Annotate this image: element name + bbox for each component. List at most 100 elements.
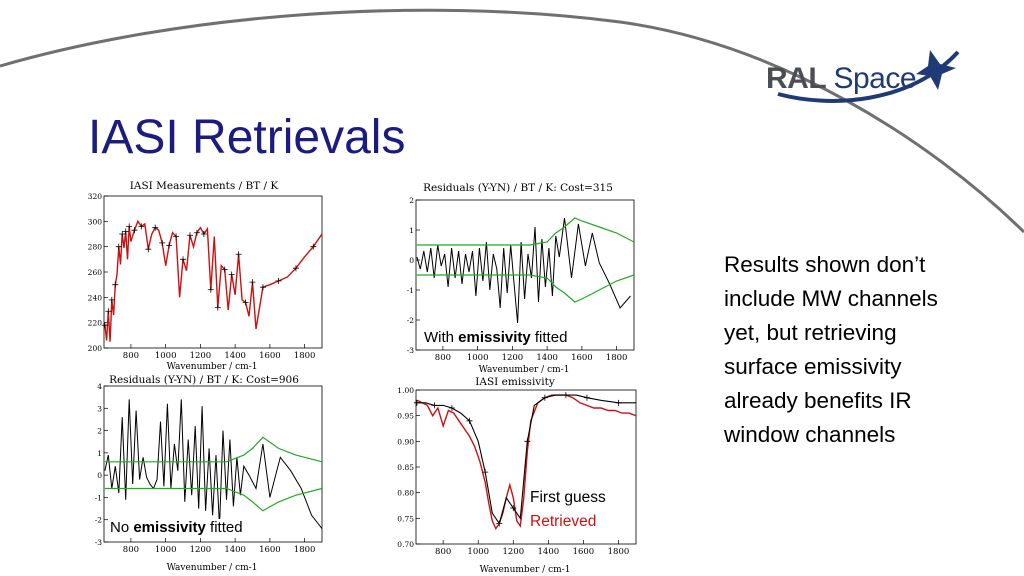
data-point [310, 243, 317, 250]
x-tick-label: 1000 [155, 545, 177, 555]
y-tick-label: 220 [88, 319, 103, 328]
x-tick-label: 800 [435, 547, 451, 557]
data-point [466, 417, 473, 424]
y-tick-label: -1 [407, 286, 414, 295]
data-point [235, 251, 242, 258]
data-point [562, 392, 569, 399]
data-point [145, 246, 152, 253]
y-tick-label: 2 [409, 196, 414, 205]
logo-word-space: Space [833, 62, 917, 95]
y-tick-label: -3 [407, 346, 415, 355]
x-tick-label: 1400 [538, 547, 560, 557]
plot-frame [103, 195, 323, 349]
logo-orbit-icon [777, 50, 960, 103]
plot-frame [103, 385, 323, 543]
data-point [159, 239, 166, 246]
y-tick-label: 240 [88, 293, 103, 302]
y-tick-label: -3 [95, 538, 103, 547]
data-point [166, 242, 173, 249]
chart-residuals-with: Residuals (Y-YN) / BT / K: Cost=315 800 1… [398, 180, 638, 376]
data-point [221, 266, 228, 273]
x-tick-label: 1600 [573, 547, 595, 557]
x-tick-label: 1600 [259, 351, 281, 361]
chart-title: Residuals (Y-YN) / BT / K: Cost=906 [109, 374, 299, 386]
y-tick-label: 260 [88, 268, 103, 277]
y-tick-label: 2 [97, 427, 102, 436]
page-title: IASI Retrievals [88, 111, 406, 164]
x-tick-label: 1200 [190, 351, 212, 361]
data-point [249, 279, 256, 286]
data-point [126, 223, 133, 230]
y-tick-label: 200 [88, 344, 103, 353]
y-tick-label: 4 [97, 382, 102, 391]
chart-title: IASI emissivity [475, 376, 555, 388]
series-line [416, 394, 637, 531]
data-point [482, 469, 489, 476]
chart-emissivity: IASI emissivity 800 1000 1200 1400 1600 1800 0… [390, 376, 640, 576]
data-point [583, 394, 590, 401]
x-tick-label: 1800 [294, 545, 316, 555]
x-tick-label: 1000 [155, 351, 177, 361]
y-tick-label: 1 [409, 226, 414, 235]
data-point [228, 271, 235, 278]
y-tick-label: -2 [95, 516, 103, 525]
x-tick-label: 1800 [294, 351, 316, 361]
data-point [131, 227, 138, 234]
data-point [431, 402, 438, 409]
note-text: With [424, 329, 459, 346]
y-tick-label: 280 [88, 243, 103, 252]
data-point [214, 304, 221, 311]
y-tick-label: 1 [97, 449, 102, 458]
y-tick-label: 1.00 [397, 386, 414, 395]
note-text: No [110, 519, 134, 536]
legend-first-guess: First guess [530, 489, 606, 506]
chart-plot-measurements: 800 1000 1200 1400 1600 1800 200 220 240 260 280 30… [88, 192, 323, 361]
data-point [105, 308, 112, 315]
data-point [413, 399, 420, 406]
data-point [275, 277, 282, 284]
x-axis-label: Wavenumber / cm-1 [166, 362, 258, 372]
y-tick-label: -2 [407, 316, 415, 325]
series-line [416, 217, 631, 324]
note-bold: emissivity [458, 329, 531, 346]
x-tick-label: 1800 [606, 353, 628, 363]
x-tick-label: 1000 [467, 547, 489, 557]
data-point [292, 265, 299, 272]
emissivity-legend: First guess Retrieved [530, 486, 606, 534]
x-tick-label: 1400 [224, 351, 246, 361]
x-axis-label: Wavenumber / cm-1 [478, 365, 570, 375]
y-tick-label: 0.85 [397, 463, 414, 472]
y-tick-label: 320 [88, 192, 103, 201]
x-tick-label: 800 [123, 351, 139, 361]
chart-plot-residuals-no: 800 1000 1200 1400 1600 1800 -3 -2 -1 0 1 2 3 4 [95, 382, 323, 555]
data-point [112, 281, 119, 288]
x-tick-label: 1600 [571, 353, 593, 363]
legend-retrieved: Retrieved [530, 513, 597, 530]
data-point [242, 299, 249, 306]
data-point [615, 399, 622, 406]
x-axis-label: Wavenumber / cm-1 [479, 565, 571, 575]
y-tick-label: 3 [97, 404, 102, 413]
x-tick-label: 800 [435, 353, 451, 363]
data-point [259, 284, 266, 291]
data-point [101, 322, 108, 329]
data-point [200, 231, 207, 237]
data-point [173, 233, 180, 240]
note-bold: emissivity [133, 519, 206, 536]
x-tick-label: 800 [123, 545, 139, 555]
data-point [496, 520, 503, 527]
data-point [180, 256, 187, 263]
data-point [152, 224, 159, 231]
x-tick-label: 1000 [467, 353, 489, 363]
x-tick-label: 1200 [502, 353, 524, 363]
logo-word-ral: RAL [766, 62, 826, 95]
chart-residuals-no: Residuals (Y-YN) / BT / K: Cost=906 800 1… [82, 374, 326, 574]
data-point [138, 223, 145, 230]
data-point [186, 232, 193, 239]
y-tick-label: -1 [95, 493, 102, 502]
y-tick-label: 0.95 [397, 412, 414, 421]
data-point [119, 231, 126, 237]
x-tick-label: 1800 [608, 547, 630, 557]
y-tick-label: 0 [97, 471, 102, 480]
